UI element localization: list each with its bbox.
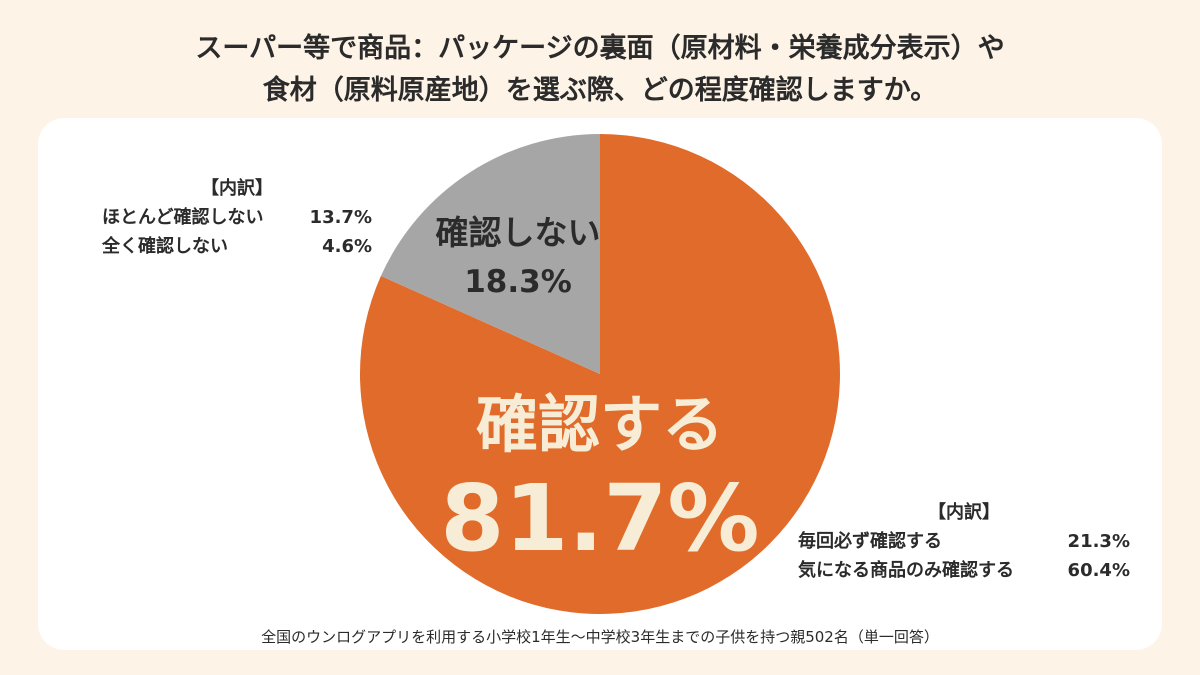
breakdown-label: 全く確認しない [102,236,228,257]
chart-title-line1: スーパー等で商品：パッケージの裏面（原材料・栄養成分表示）や [195,33,1005,64]
breakdown-value: 60.4% [1067,560,1130,581]
breakdown-label: ほとんど確認しない [102,207,264,228]
slice-label-confirm: 確認する [476,388,724,461]
breakdown-value: 13.7% [309,207,372,228]
breakdown-row: 気になる商品のみ確認する 60.4% [798,556,1130,585]
breakdown-label: 毎回必ず確認する [798,531,942,552]
slice-label-not-confirm: 確認しない [436,213,601,252]
breakdown-value: 21.3% [1067,531,1130,552]
breakdown-confirm: 【内訳】 毎回必ず確認する 21.3% 気になる商品のみ確認する 60.4% [798,498,1130,585]
slice-value-not-confirm: 18.3% [464,264,572,300]
breakdown-header: 【内訳】 [201,178,273,199]
pie-slice-confirm [359,134,840,614]
breakdown-row: 毎回必ず確認する 21.3% [798,527,1130,556]
pie-slice-not-confirm [380,134,600,374]
breakdown-row: 全く確認しない 4.6% [102,232,372,261]
breakdown-value: 4.6% [322,236,372,257]
chart-title-line2: 食材（原料原産地）を選ぶ際、どの程度確認しますか。 [262,75,938,106]
breakdown-row: ほとんど確認しない 13.7% [102,203,372,232]
breakdown-header: 【内訳】 [928,502,1000,523]
breakdown-label: 気になる商品のみ確認する [798,560,1014,581]
breakdown-not-confirm: 【内訳】 ほとんど確認しない 13.7% 全く確認しない 4.6% [102,174,372,261]
chart-title: スーパー等で商品：パッケージの裏面（原材料・栄養成分表示）や 食材（原料原産地）… [0,28,1200,112]
slice-value-confirm: 81.7% [440,465,759,572]
footnote: 全国のウンログアプリを利用する小学校1年生〜中学校3年生までの子供を持つ親502… [261,628,939,646]
